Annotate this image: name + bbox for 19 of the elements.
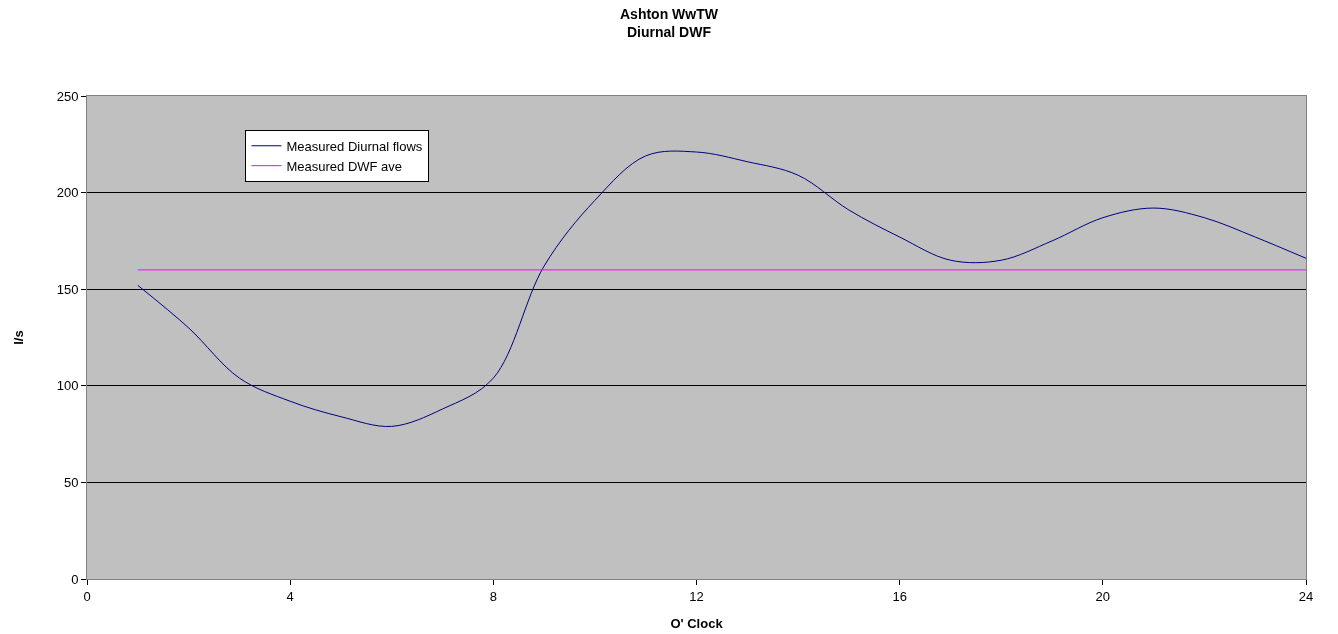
y-tick-label: 100 <box>56 378 79 394</box>
x-tick-label: 20 <box>1095 588 1111 604</box>
chart-title: Ashton WwTW Diurnal DWF <box>620 6 719 41</box>
x-tick-label: 8 <box>489 588 497 604</box>
x-tick-label: 16 <box>892 588 907 604</box>
y-axis-title: l/s <box>10 330 26 345</box>
legend-label: Measured DWF ave <box>286 158 403 174</box>
x-tick-label: 0 <box>83 588 91 604</box>
y-tick-label: 150 <box>56 281 79 297</box>
legend-label: Measured Diurnal flows <box>286 138 423 154</box>
x-tick-label: 12 <box>689 588 704 604</box>
x-axis-title: O' Clock <box>670 616 724 631</box>
y-tick-label: 50 <box>63 474 79 490</box>
y-tick-label: 0 <box>71 571 79 587</box>
line-series <box>137 150 1306 427</box>
y-tick-label: 250 <box>56 88 79 104</box>
y-tick-label: 200 <box>56 185 79 201</box>
x-tick-label: 24 <box>1298 588 1314 604</box>
x-tick-label: 4 <box>286 588 294 604</box>
